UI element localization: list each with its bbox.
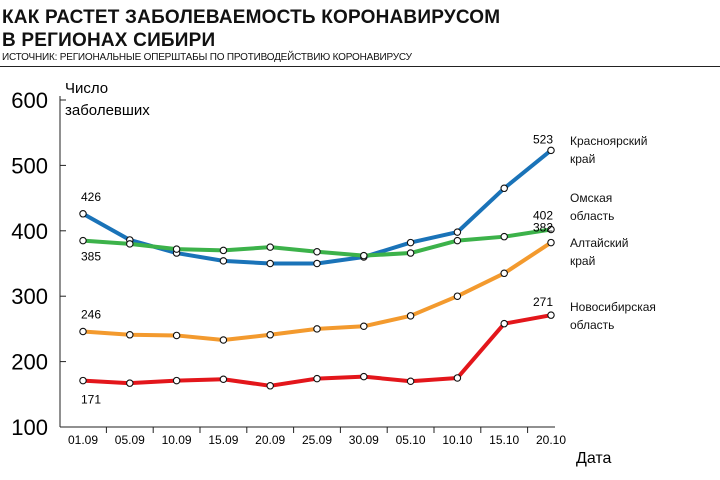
y-tick-label: 600 bbox=[11, 88, 48, 113]
data-point bbox=[500, 319, 508, 328]
x-tick-label: 01.09 bbox=[68, 433, 98, 447]
x-tick-label: 20.10 bbox=[536, 433, 566, 447]
x-axis-label: Дата bbox=[576, 450, 612, 467]
data-point bbox=[406, 312, 415, 320]
x-tick-label: 30.09 bbox=[349, 433, 379, 447]
data-point bbox=[360, 251, 368, 260]
data-point bbox=[360, 372, 368, 381]
chart-source: Источник: региональные оперштабы по прот… bbox=[2, 52, 412, 63]
data-point bbox=[453, 292, 462, 300]
series-name-line-1: Красноярский bbox=[570, 134, 648, 148]
data-point bbox=[219, 375, 228, 384]
x-tick-label: 10.10 bbox=[442, 433, 472, 447]
y-axis-label-line-1: Число bbox=[65, 80, 108, 97]
data-label: 271 bbox=[533, 295, 553, 309]
data-point bbox=[266, 331, 274, 339]
series-name-line-1: Алтайский bbox=[570, 236, 629, 250]
data-point bbox=[266, 382, 274, 390]
data-point bbox=[547, 238, 555, 247]
data-point bbox=[313, 374, 321, 383]
data-label: 426 bbox=[81, 190, 101, 204]
data-point bbox=[500, 232, 508, 241]
data-point bbox=[79, 327, 87, 336]
chart-title-line-2: в регионах Сибири bbox=[2, 30, 216, 51]
data-label: 171 bbox=[81, 393, 101, 407]
data-point bbox=[406, 249, 415, 257]
data-point bbox=[219, 336, 228, 344]
series-name-3: Новосибирская область bbox=[570, 298, 656, 334]
data-point bbox=[172, 245, 181, 253]
data-point bbox=[219, 257, 228, 265]
data-point bbox=[453, 374, 462, 382]
series-name-1: Омская область bbox=[570, 189, 614, 225]
x-tick-label: 15.10 bbox=[489, 433, 519, 447]
data-point bbox=[547, 311, 555, 319]
data-point bbox=[453, 236, 462, 245]
data-point bbox=[547, 225, 555, 234]
series-name-line-1: Новосибирская bbox=[570, 300, 656, 314]
data-point bbox=[172, 331, 181, 340]
data-label: 523 bbox=[533, 132, 553, 146]
x-tick-label: 05.09 bbox=[115, 433, 145, 447]
data-point bbox=[406, 238, 415, 247]
y-tick-label: 300 bbox=[11, 284, 48, 309]
data-point bbox=[360, 322, 368, 331]
series-name-line-2: край bbox=[570, 254, 596, 268]
data-point bbox=[500, 184, 508, 193]
x-tick-label: 25.09 bbox=[302, 433, 332, 447]
y-tick-label: 500 bbox=[11, 153, 48, 178]
y-tick-label: 100 bbox=[11, 415, 48, 440]
data-point bbox=[79, 376, 87, 385]
data-point bbox=[406, 377, 415, 385]
y-axis-label-line-2: заболевших bbox=[65, 102, 150, 119]
chart-title: Как растет заболеваемость коронавирусом … bbox=[2, 6, 718, 52]
data-point bbox=[266, 259, 274, 268]
data-label: 402 bbox=[533, 208, 553, 222]
data-point bbox=[547, 146, 555, 155]
data-point bbox=[500, 269, 508, 278]
series-name-2: Алтайский край bbox=[570, 234, 628, 270]
data-point bbox=[313, 259, 321, 268]
data-label: 382 bbox=[533, 221, 553, 235]
data-point bbox=[266, 243, 274, 251]
x-tick-label: 15.09 bbox=[208, 433, 238, 447]
data-point bbox=[126, 331, 134, 339]
data-point bbox=[126, 240, 134, 248]
data-point bbox=[79, 236, 87, 245]
header-divider bbox=[0, 66, 720, 67]
data-label: 385 bbox=[81, 250, 101, 264]
data-point bbox=[79, 210, 87, 218]
y-tick-label: 200 bbox=[11, 350, 48, 375]
data-point bbox=[126, 379, 134, 387]
series-name-0: Красноярский край bbox=[570, 132, 647, 168]
data-point bbox=[453, 228, 462, 236]
x-tick-label: 20.09 bbox=[255, 433, 285, 447]
series-name-line-2: край bbox=[570, 152, 596, 166]
series-name-line-2: область bbox=[570, 209, 615, 223]
data-point bbox=[172, 376, 181, 385]
chart-title-line-1: Как растет заболеваемость коронавирусом bbox=[2, 7, 501, 28]
data-point bbox=[313, 325, 321, 333]
x-tick-label: 10.09 bbox=[162, 433, 192, 447]
y-tick-label: 400 bbox=[11, 219, 48, 244]
series-name-line-1: Омская bbox=[570, 191, 613, 205]
x-tick-label: 05.10 bbox=[396, 433, 426, 447]
data-point bbox=[313, 247, 321, 256]
data-label: 246 bbox=[81, 308, 101, 322]
series-name-line-2: область bbox=[570, 318, 615, 332]
data-point bbox=[219, 246, 228, 255]
